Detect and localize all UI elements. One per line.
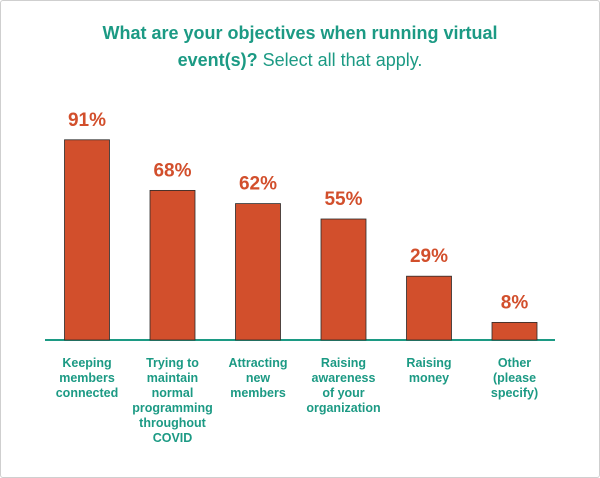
category-label-0: Keeping members connected xyxy=(55,356,119,400)
chart-title-question: What are your objectives when running vi… xyxy=(102,23,498,70)
bar-value-label-0: 91% xyxy=(68,110,106,131)
category-label-2: Attracting new members xyxy=(228,356,288,400)
bar-value-label-1: 68% xyxy=(153,160,191,181)
bar-value-label-2: 62% xyxy=(239,174,277,195)
bar-1 xyxy=(149,189,196,341)
category-label-4: Raising money xyxy=(406,356,452,385)
bar-0 xyxy=(64,139,110,341)
chart-title: What are your objectives when running vi… xyxy=(60,20,540,74)
bar-value-label-3: 55% xyxy=(324,189,362,210)
category-label-3: Raising awareness of your organization xyxy=(306,356,381,415)
bar-4 xyxy=(406,275,452,341)
bar-5 xyxy=(491,321,538,341)
bar-3 xyxy=(320,218,367,341)
chart-title-instruction: Select all that apply. xyxy=(262,50,423,70)
category-label-1: Trying to maintain normal programming th… xyxy=(132,356,213,445)
bar-value-label-5: 8% xyxy=(501,292,529,313)
bar-2 xyxy=(235,203,281,341)
category-label-5: Other (please specify) xyxy=(490,356,539,400)
bar-value-label-4: 29% xyxy=(410,246,448,267)
